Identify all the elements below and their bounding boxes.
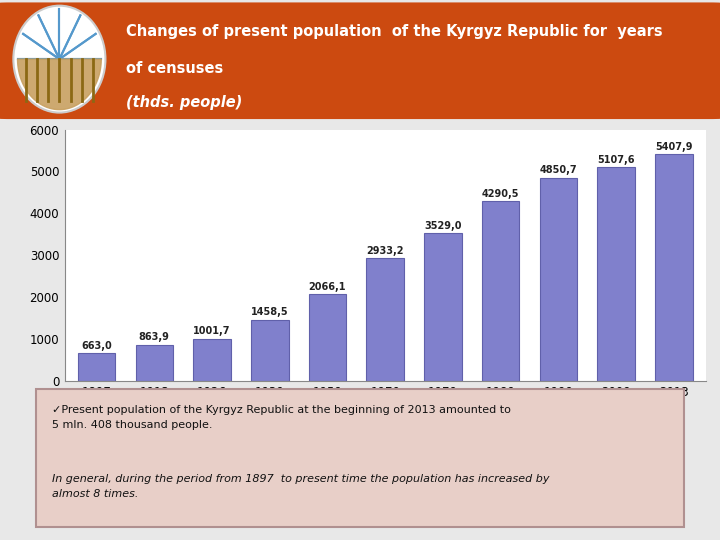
- Bar: [251, 320, 289, 381]
- Bar: [655, 154, 693, 381]
- Text: 663,0: 663,0: [81, 341, 112, 350]
- Polygon shape: [17, 59, 102, 110]
- Text: (thds. people): (thds. people): [126, 95, 242, 110]
- Bar: [193, 339, 231, 381]
- Ellipse shape: [14, 6, 105, 112]
- Text: 3529,0: 3529,0: [424, 221, 462, 231]
- Text: 2066,1: 2066,1: [309, 282, 346, 292]
- Text: of censuses: of censuses: [126, 60, 223, 76]
- Text: 863,9: 863,9: [139, 332, 170, 342]
- Text: 5407,9: 5407,9: [655, 142, 693, 152]
- Bar: [482, 201, 519, 381]
- Bar: [424, 233, 462, 381]
- Text: 2933,2: 2933,2: [366, 246, 404, 255]
- Text: In general, during the period from 1897  to present time the population has incr: In general, during the period from 1897 …: [53, 474, 549, 499]
- Text: 1458,5: 1458,5: [251, 307, 289, 318]
- Bar: [366, 258, 404, 381]
- Bar: [135, 345, 173, 381]
- Bar: [78, 353, 115, 381]
- FancyBboxPatch shape: [0, 2, 720, 119]
- Text: ✓Present population of the Kyrgyz Republic at the beginning of 2013 amounted to
: ✓Present population of the Kyrgyz Republ…: [53, 406, 511, 430]
- FancyBboxPatch shape: [36, 389, 684, 526]
- Text: 1001,7: 1001,7: [193, 327, 231, 336]
- Bar: [309, 294, 346, 381]
- Text: 4290,5: 4290,5: [482, 189, 519, 199]
- Text: 4850,7: 4850,7: [539, 165, 577, 176]
- Bar: [539, 178, 577, 381]
- Text: Changes of present population  of the Kyrgyz Republic for  years: Changes of present population of the Kyr…: [126, 24, 662, 39]
- Bar: [598, 167, 635, 381]
- Text: 5107,6: 5107,6: [598, 154, 635, 165]
